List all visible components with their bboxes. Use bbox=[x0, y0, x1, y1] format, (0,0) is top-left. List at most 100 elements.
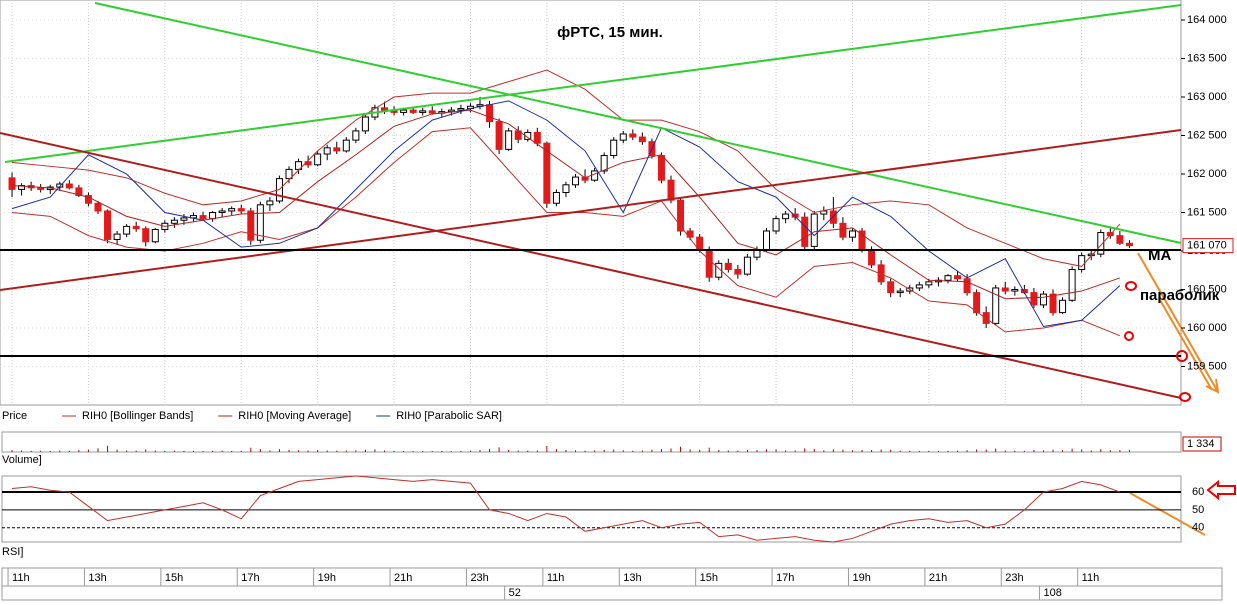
candle-body bbox=[323, 147, 331, 155]
candle-body bbox=[486, 104, 494, 123]
x-tick-label: 15h bbox=[165, 572, 183, 584]
candle-body bbox=[896, 290, 904, 294]
indicator-line bbox=[11, 100, 1121, 328]
candle-body bbox=[333, 147, 341, 152]
candle-body bbox=[915, 284, 923, 289]
candle-body bbox=[218, 210, 226, 214]
x-tick-label: 17h bbox=[776, 572, 794, 584]
volume-last-box bbox=[1182, 436, 1222, 452]
candle-body bbox=[973, 292, 981, 314]
candle-body bbox=[992, 287, 1000, 324]
candle-body bbox=[543, 142, 551, 204]
y-tick-label: 162 000 bbox=[1187, 168, 1227, 180]
candle-body bbox=[1097, 232, 1105, 255]
arrow bbox=[1137, 252, 1219, 393]
candle-body bbox=[65, 183, 73, 189]
candle-body bbox=[619, 133, 627, 141]
candle-body bbox=[562, 184, 570, 193]
candle-body bbox=[123, 225, 131, 235]
candle-body bbox=[151, 228, 159, 243]
candle-body bbox=[848, 230, 856, 238]
candle-body bbox=[705, 248, 713, 278]
drawings bbox=[0, 2, 1236, 536]
candle-body bbox=[1116, 235, 1124, 244]
legend-label: RIH0 [Moving Average] bbox=[238, 410, 351, 422]
candle-body bbox=[180, 217, 188, 221]
x-tick-label: 11h bbox=[1082, 572, 1100, 584]
candle-body bbox=[657, 155, 665, 181]
time-axis bbox=[1, 567, 1223, 601]
y-tick-label: 163 500 bbox=[1187, 52, 1227, 64]
x-tick-label: 23h bbox=[470, 572, 488, 584]
candle-body bbox=[724, 262, 732, 270]
candle-body bbox=[1030, 292, 1038, 306]
candle-body bbox=[810, 213, 818, 247]
candle-body bbox=[256, 204, 264, 241]
candle-body bbox=[610, 139, 618, 157]
x-tick-label: 13h bbox=[88, 572, 106, 584]
candle-body bbox=[352, 130, 360, 141]
candle-body bbox=[1011, 289, 1019, 292]
indicator-line bbox=[12, 109, 1121, 300]
candle-body bbox=[552, 191, 560, 204]
candle-body bbox=[925, 281, 933, 286]
candle-body bbox=[944, 275, 952, 281]
candle-body bbox=[887, 281, 895, 294]
candle-body bbox=[581, 176, 589, 181]
candle-body bbox=[18, 185, 26, 190]
volume-last-label: 1 334 bbox=[1187, 438, 1215, 450]
x-tick-label: 11h bbox=[12, 572, 30, 584]
candle-body bbox=[400, 109, 408, 113]
candle-body bbox=[199, 215, 207, 220]
candle-body bbox=[113, 233, 121, 240]
marker-circle bbox=[1125, 281, 1137, 291]
candle-body bbox=[266, 200, 274, 206]
candle-body bbox=[572, 176, 580, 186]
candle-body bbox=[791, 213, 799, 218]
arrow bbox=[1129, 492, 1206, 536]
x-tick-label: 23h bbox=[1005, 572, 1023, 584]
candle-body bbox=[829, 210, 837, 224]
candle-body bbox=[228, 208, 236, 212]
trendline bbox=[0, 129, 1182, 291]
candle-body bbox=[94, 202, 102, 212]
candle-body bbox=[954, 275, 962, 280]
candle-body bbox=[170, 219, 178, 224]
candle-body bbox=[1125, 242, 1133, 247]
chart-title: фРТС, 15 мин. bbox=[557, 24, 663, 41]
candle-body bbox=[763, 230, 771, 250]
candle-body bbox=[142, 228, 150, 243]
candle-body bbox=[342, 139, 350, 152]
candle-body bbox=[361, 116, 369, 132]
y-tick-label: 159 500 bbox=[1187, 360, 1227, 372]
candle-body bbox=[1039, 293, 1047, 306]
candle-body bbox=[638, 136, 646, 143]
trendline bbox=[94, 2, 1182, 244]
volume-panel bbox=[1, 431, 1182, 453]
rsi-line bbox=[11, 475, 1121, 543]
panel-label: Price bbox=[2, 410, 27, 422]
day-tick-label: 108 bbox=[1043, 587, 1061, 599]
day-tick-label: 52 bbox=[509, 587, 521, 599]
annotation: MA bbox=[1148, 247, 1171, 264]
candle-body bbox=[743, 256, 751, 275]
candle-body bbox=[600, 155, 608, 172]
rsi-tick-label: 40 bbox=[1192, 522, 1204, 534]
x-tick-label: 15h bbox=[700, 572, 718, 584]
candle-body bbox=[734, 268, 742, 275]
candle-body bbox=[505, 130, 513, 150]
annotation: параболик bbox=[1140, 287, 1220, 304]
candle-body bbox=[37, 187, 45, 190]
candle-body bbox=[104, 210, 112, 240]
candle-body bbox=[591, 170, 599, 181]
candle-body bbox=[1049, 293, 1057, 314]
indicator-line bbox=[11, 69, 1121, 267]
candle-body bbox=[495, 121, 503, 150]
candle-body bbox=[409, 109, 417, 113]
panel-label: Volume] bbox=[2, 454, 42, 466]
candle-body bbox=[428, 110, 436, 114]
y-tick-label: 162 500 bbox=[1187, 129, 1227, 141]
rsi-tick-label: 60 bbox=[1192, 486, 1204, 498]
